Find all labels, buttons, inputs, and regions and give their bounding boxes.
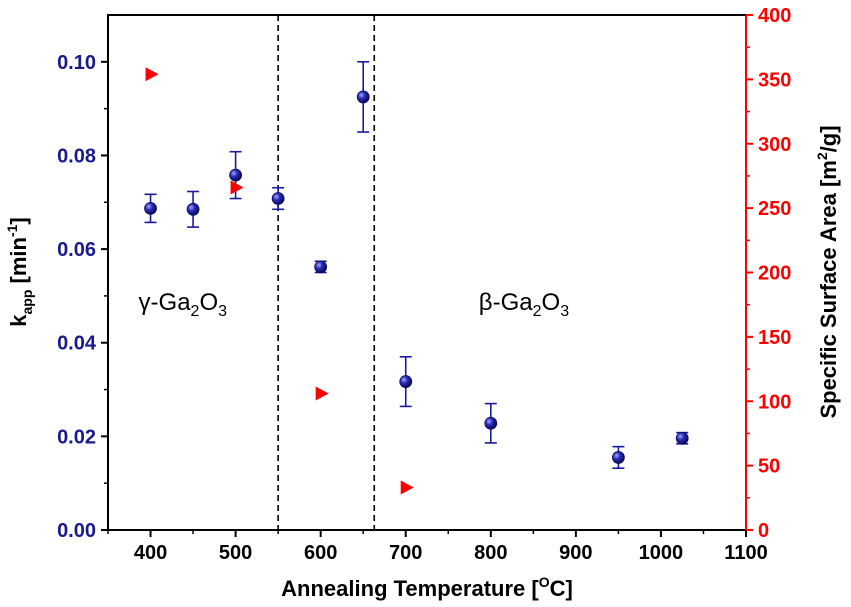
- y-right-tick-label: 400: [758, 5, 791, 27]
- y-right-axis-label-sup: 2: [814, 152, 830, 160]
- x-tick-label: 700: [389, 542, 422, 564]
- kapp-point: [144, 201, 157, 215]
- x-axis-label-sup: O: [539, 574, 550, 590]
- kapp-point: [484, 416, 498, 430]
- y-right-tick-label: 150: [758, 327, 791, 349]
- x-tick-label: 400: [134, 542, 167, 564]
- phase-annotations: γ-Ga2O3 β-Ga2O3: [139, 289, 570, 320]
- kapp-point: [186, 202, 200, 216]
- phase-boundaries: [277, 15, 376, 530]
- phase-label: β-Ga2O3: [479, 289, 569, 320]
- x-axis-label: Annealing Temperature [OC]: [281, 574, 573, 601]
- surface-area-point: [315, 386, 329, 401]
- y-axis-right: 0 50 100 150 200 250 300 350 400: [745, 5, 791, 542]
- y-left-tick-label: 0.02: [57, 426, 96, 448]
- x-tick-label: 900: [559, 542, 592, 564]
- kapp-point: [271, 192, 285, 205]
- kapp-point: [229, 168, 243, 182]
- y-right-tick-label: 300: [758, 134, 791, 156]
- kapp-point: [612, 451, 625, 464]
- y-left-tick-label: 0.10: [57, 52, 96, 74]
- kapp-point: [675, 431, 689, 445]
- y-left-tick-label: 0.04: [57, 333, 97, 355]
- x-axis-label-end: C]: [550, 576, 573, 601]
- y-left-axis-label-end: ]: [6, 217, 31, 224]
- y-right-tick-label: 0: [758, 520, 769, 542]
- y-right-tick-label: 100: [758, 391, 791, 413]
- kapp-point: [314, 260, 328, 274]
- y-right-tick-label: 350: [758, 69, 791, 91]
- y-right-tick-label: 200: [758, 263, 791, 285]
- y-left-axis-label-sup: -1: [4, 224, 20, 237]
- y-left-axis-label-sub: app: [19, 290, 35, 315]
- series-kapp: [144, 61, 689, 470]
- kapp-point: [356, 90, 370, 104]
- x-tick-label: 1100: [724, 542, 767, 564]
- kapp-point: [399, 375, 413, 388]
- x-tick-label: 600: [304, 542, 337, 564]
- x-tick-label: 500: [219, 542, 252, 564]
- y-right-axis-label-end: /g]: [816, 125, 841, 152]
- x-tick-label: 800: [474, 542, 507, 564]
- x-tick-label: 1000: [639, 542, 684, 564]
- y-right-axis-label: Specific Surface Area [m2/g]: [814, 125, 841, 418]
- y-axis-left: 0.00 0.02 0.04 0.06 0.08 0.10: [57, 52, 108, 542]
- surface-area-point: [400, 480, 414, 495]
- surface-area-point: [145, 67, 159, 82]
- y-left-tick-label: 0.08: [57, 145, 96, 167]
- series-surface-area: [145, 67, 414, 495]
- phase-label: γ-Ga2O3: [139, 289, 228, 320]
- surface-area-point: [230, 180, 244, 195]
- y-left-axis-label-unit: [min: [6, 237, 31, 290]
- y-left-axis-label: kapp [min-1]: [4, 217, 35, 326]
- y-left-tick-label: 0.00: [57, 520, 96, 542]
- x-axis: 400 500 600 700 800 900 1000 1100: [107, 530, 768, 564]
- plot-area: [107, 14, 747, 531]
- y-right-tick-label: 50: [758, 456, 780, 478]
- y-left-tick-label: 0.06: [57, 239, 96, 261]
- y-right-tick-label: 250: [758, 198, 791, 220]
